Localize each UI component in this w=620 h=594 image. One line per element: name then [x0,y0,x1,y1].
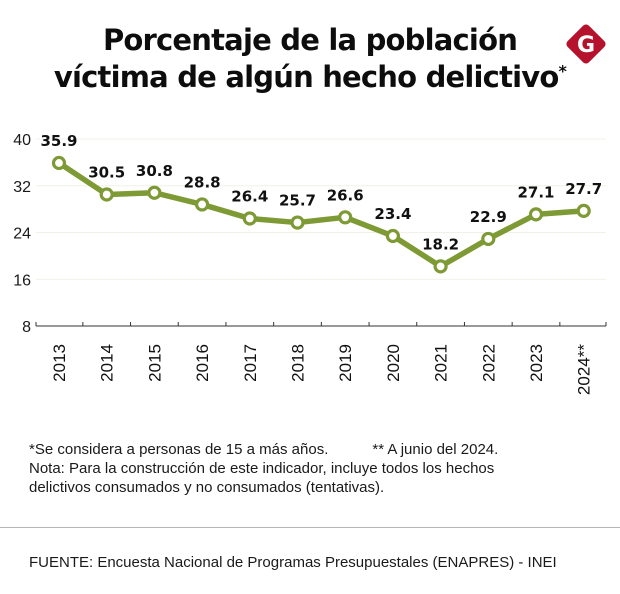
data-point [528,207,544,222]
data-point [576,203,591,218]
x-axis: 2013 2014 2015 2016 2017 2018 2019 2020 2021 2022… [35,322,607,395]
data-point [242,211,257,226]
x-tick-label: 2021 [432,344,451,382]
y-tick-label: 16 [13,272,31,289]
footnote-date: ** A junio del 2024. [372,441,499,458]
x-tick-label: 2019 [336,344,355,382]
data-point [290,215,305,230]
note-line-2: delictivos consumados y no consumados (t… [29,479,385,496]
x-tick-label: 2023 [527,344,546,382]
data-labels: 35.9 30.5 30.8 28.8 26.4 25.7 26.6 23.4 18.2 22.9… [40,132,602,253]
data-label: 23.4 [374,205,411,223]
x-tick-label: 2015 [145,344,164,382]
data-label: 26.4 [231,187,268,205]
y-tick-label: 40 [13,132,31,149]
data-points [51,155,591,274]
x-tick-label: 2014 [98,344,117,382]
data-point [433,259,448,274]
series-line [56,160,587,270]
data-point [338,210,353,225]
footnote-age: *Se considera a personas de 15 a más año… [29,441,329,458]
data-label: 27.7 [565,180,602,198]
data-label: 30.5 [88,164,125,182]
logo-letter: G [577,33,595,58]
series-polyline [56,160,587,270]
logo-diamond [566,24,606,64]
title-line-2: víctima de algún hecho delictivo* [0,59,620,96]
data-label: 30.8 [136,162,173,180]
y-tick-label: 8 [22,319,31,336]
footnotes: *Se considera a personas de 15 a más año… [29,440,498,497]
title-line-1: Porcentaje de la población [102,23,518,57]
data-label: 27.1 [517,183,554,201]
y-axis: 8 16 24 32 40 [13,132,31,336]
source-text: FUENTE: Encuesta Nacional de Programas P… [29,554,557,571]
data-label: 26.6 [327,186,364,204]
title-line-2-text: víctima de algún hecho delictivo [53,60,559,94]
footnote-row: *Se considera a personas de 15 a más año… [29,440,498,459]
data-label: 35.9 [40,132,77,150]
x-tick-label: 2017 [241,344,260,382]
data-point [481,231,496,247]
title-asterisk: * [558,61,567,81]
data-point [51,155,67,171]
grid-lines [36,138,606,280]
x-tick-label: 2016 [193,344,212,382]
data-point [385,228,400,244]
data-point [195,197,210,212]
y-tick-label: 32 [13,179,31,196]
data-label: 22.9 [470,208,507,226]
x-tick-label: 2024** [575,344,594,395]
x-tick-label: 2020 [384,344,403,382]
data-point [99,187,114,202]
y-tick-label: 24 [13,226,31,243]
x-tick-label: 2022 [479,344,498,382]
x-tick-label: 2018 [289,344,308,382]
gestion-g-logo-icon: G [566,24,606,64]
data-point [147,185,162,200]
data-label: 28.8 [184,173,221,191]
divider [0,527,620,528]
x-tick-label: 2013 [50,344,69,382]
data-label: 18.2 [422,235,459,253]
data-label: 25.7 [279,192,316,210]
note-line-1: Nota: Para la construcción de este indic… [29,460,495,477]
chart-title: Porcentaje de la población víctima de al… [0,22,620,96]
